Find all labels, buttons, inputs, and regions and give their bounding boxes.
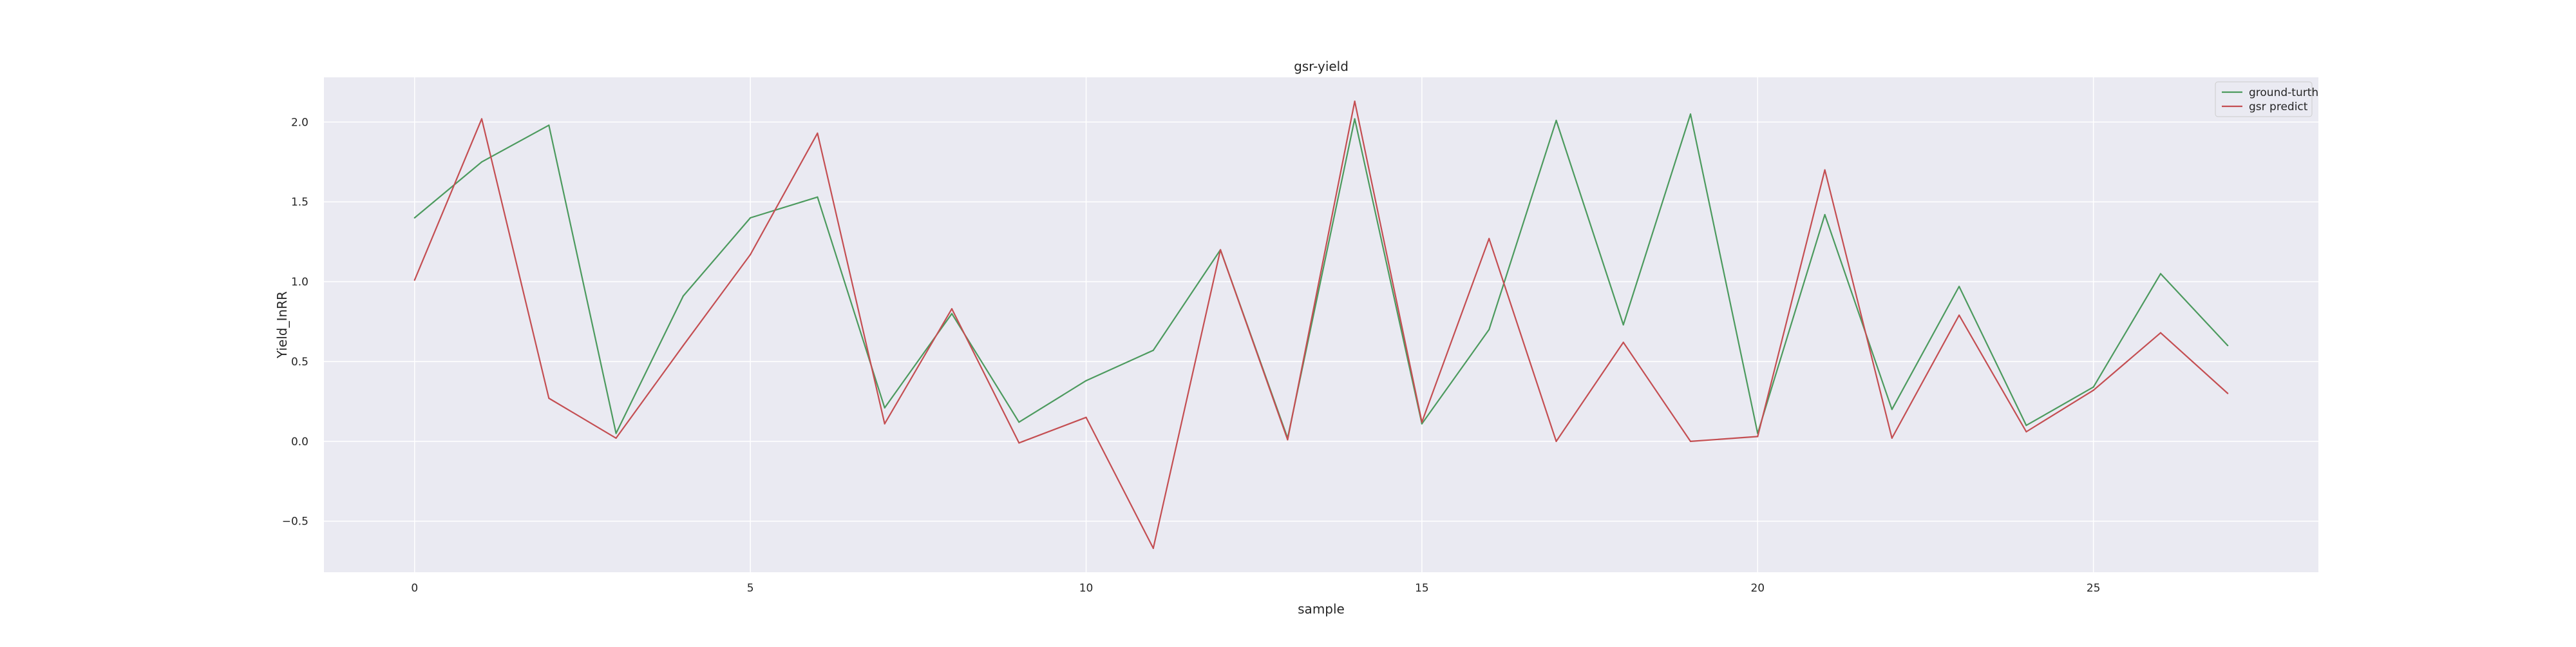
data-point — [2227, 345, 2229, 347]
chart-title: gsr-yield — [1294, 59, 1349, 74]
data-point — [615, 437, 617, 439]
y-tick-label: −0.5 — [282, 516, 308, 528]
data-point — [1824, 213, 1826, 216]
x-tick-label: 15 — [1415, 582, 1429, 595]
data-point — [2025, 424, 2027, 427]
data-point — [1354, 101, 1356, 102]
data-point — [884, 423, 886, 425]
data-point — [615, 432, 617, 434]
data-point — [817, 132, 819, 134]
data-point — [817, 196, 819, 198]
data-point — [1085, 416, 1087, 418]
data-point — [1891, 409, 1893, 410]
x-tick-label: 25 — [2087, 582, 2101, 595]
data-point — [548, 124, 550, 126]
data-point — [1958, 314, 1960, 316]
y-tick-label: 0.5 — [291, 356, 308, 369]
data-point — [951, 313, 953, 314]
data-point — [1287, 439, 1289, 441]
data-point — [1689, 440, 1692, 442]
tick-labels: 0 5 10 15 20 25 −0.5 0.0 0.5 1.0 1.5 2.0 — [282, 116, 2101, 595]
data-point — [1421, 421, 1423, 423]
data-point — [2159, 332, 2162, 334]
data-point — [2227, 392, 2229, 394]
legend-label: ground-turth — [2249, 86, 2318, 99]
data-point — [2159, 273, 2162, 275]
data-point — [1958, 285, 1960, 287]
data-point — [1219, 249, 1222, 251]
data-point — [1622, 324, 1624, 326]
y-tick-label: 0.0 — [291, 436, 308, 449]
plot-area — [324, 77, 2318, 572]
data-point — [1689, 113, 1692, 115]
data-point — [1085, 380, 1087, 381]
x-tick-label: 20 — [1750, 582, 1765, 595]
data-point — [1152, 349, 1154, 351]
data-point — [1018, 421, 1020, 423]
data-point — [951, 308, 953, 310]
data-point — [1824, 169, 1826, 171]
data-point — [2092, 389, 2094, 391]
y-axis-title: Yield_InRR — [274, 291, 290, 359]
legend-label: gsr predict — [2249, 101, 2308, 113]
data-point — [1018, 442, 1020, 444]
data-point — [1555, 119, 1557, 121]
y-tick-label: 2.0 — [291, 116, 308, 129]
data-point — [2025, 430, 2027, 433]
data-point — [1354, 118, 1356, 120]
x-tick-label: 5 — [747, 582, 754, 595]
data-point — [884, 407, 886, 409]
legend-box — [2215, 81, 2313, 117]
data-point — [2092, 386, 2094, 388]
data-point — [1757, 436, 1759, 438]
data-point — [1488, 329, 1490, 331]
y-tick-label: 1.5 — [291, 196, 308, 209]
data-point — [1891, 437, 1893, 439]
data-point — [480, 161, 483, 163]
data-point — [1488, 238, 1490, 240]
x-tick-label: 0 — [411, 582, 418, 595]
data-point — [1622, 342, 1624, 343]
series-lines — [413, 101, 2229, 549]
series-line-0 — [414, 113, 2229, 439]
legend: ground-turth gsr predict — [2215, 81, 2318, 117]
y-tick-label: 1.0 — [291, 276, 308, 289]
data-point — [413, 279, 415, 281]
data-point — [750, 253, 752, 256]
data-point — [682, 345, 684, 347]
data-point — [750, 217, 752, 219]
data-point — [1152, 547, 1154, 549]
data-point — [480, 118, 483, 120]
data-point — [1421, 423, 1423, 425]
series-line-1 — [413, 101, 2228, 549]
data-point — [682, 295, 684, 297]
data-point — [548, 397, 550, 400]
data-point — [1555, 440, 1557, 442]
x-tick-label: 10 — [1079, 582, 1094, 595]
x-axis-title: sample — [1298, 601, 1345, 617]
data-point — [413, 217, 415, 219]
